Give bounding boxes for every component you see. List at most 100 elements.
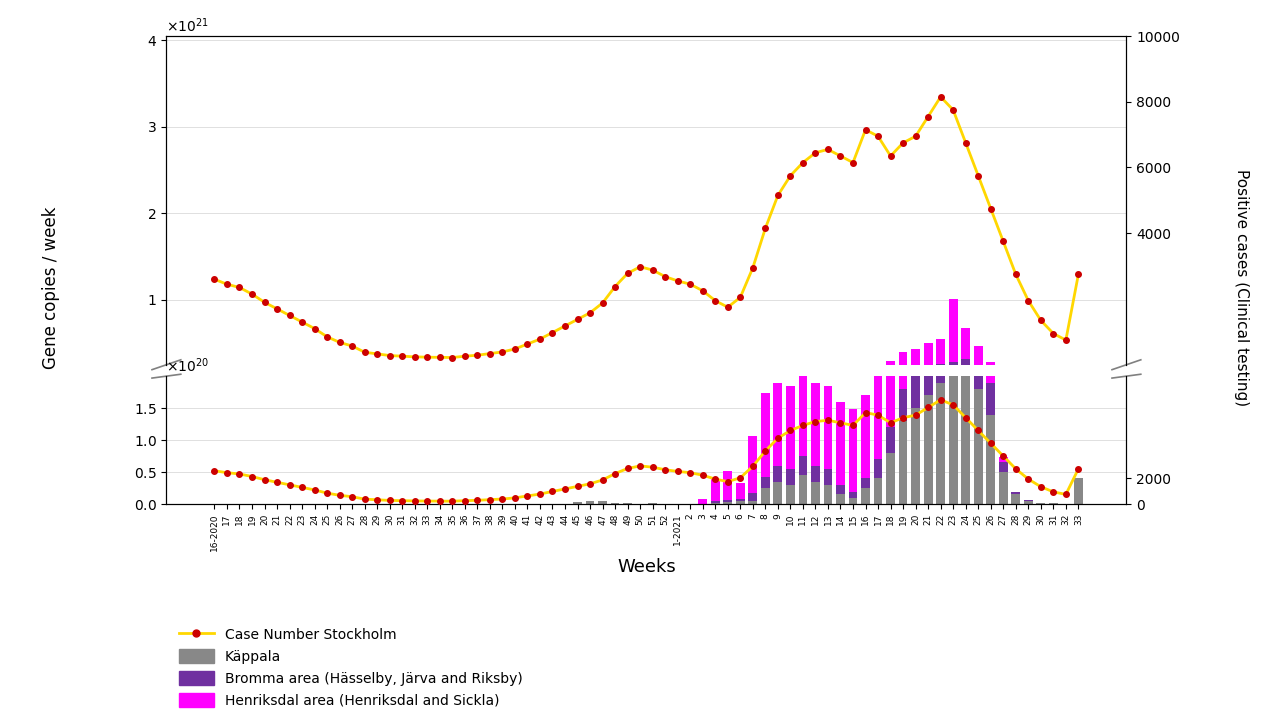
Bar — [899, 421, 908, 504]
Bar — [998, 462, 1007, 472]
Bar — [998, 382, 1007, 387]
Bar — [948, 322, 957, 370]
Bar — [924, 181, 933, 354]
Bar — [849, 492, 858, 498]
Bar — [936, 153, 945, 338]
Bar — [786, 485, 795, 504]
Bar — [749, 377, 758, 385]
Bar — [773, 381, 782, 383]
Bar — [762, 384, 769, 387]
Bar — [799, 369, 808, 380]
Bar — [911, 370, 920, 408]
Bar — [886, 379, 895, 387]
Bar — [598, 501, 607, 504]
Bar — [861, 395, 870, 478]
Bar — [849, 385, 858, 387]
Bar — [961, 69, 970, 300]
Bar — [911, 368, 920, 374]
Text: Gene copies / week: Gene copies / week — [42, 207, 60, 369]
Bar — [812, 370, 819, 381]
Bar — [762, 382, 769, 384]
Bar — [786, 370, 795, 382]
Bar — [874, 380, 882, 383]
Bar — [948, 300, 957, 361]
Bar — [987, 374, 995, 387]
Bar — [736, 384, 745, 386]
Bar — [936, 339, 945, 364]
Bar — [710, 479, 719, 501]
Bar — [987, 415, 995, 504]
Bar — [710, 501, 719, 503]
Bar — [924, 343, 933, 366]
Bar — [874, 383, 882, 387]
Bar — [974, 365, 983, 371]
Bar — [736, 501, 745, 504]
Bar — [736, 499, 745, 501]
Bar — [823, 370, 832, 382]
Bar — [998, 457, 1007, 462]
Bar — [899, 248, 908, 389]
Bar — [786, 384, 795, 387]
Bar — [812, 482, 819, 504]
Bar — [874, 369, 882, 380]
Bar — [723, 382, 732, 386]
Bar — [924, 354, 933, 395]
Text: Positive cases (Clinical testing): Positive cases (Clinical testing) — [1234, 169, 1249, 407]
Bar — [961, 366, 970, 387]
Bar — [1074, 478, 1083, 504]
Bar — [773, 466, 782, 482]
Bar — [861, 488, 870, 504]
Bar — [799, 380, 808, 382]
Bar — [961, 300, 970, 357]
Bar — [786, 382, 795, 384]
Bar — [911, 408, 920, 504]
Bar — [998, 472, 1007, 504]
Bar — [1024, 501, 1033, 504]
Bar — [987, 325, 995, 382]
Bar — [974, 389, 983, 504]
Bar — [886, 453, 895, 504]
Bar — [974, 204, 983, 344]
Bar — [773, 482, 782, 504]
Bar — [823, 386, 832, 469]
Bar — [861, 383, 870, 384]
Bar — [911, 229, 920, 370]
Bar — [762, 477, 769, 488]
Bar — [886, 319, 895, 427]
Bar — [812, 466, 819, 482]
Bar — [749, 501, 758, 504]
Bar — [861, 372, 870, 383]
Bar — [799, 373, 808, 456]
Bar — [948, 361, 957, 368]
Bar — [886, 376, 895, 379]
Bar — [849, 498, 858, 504]
Bar — [948, 368, 957, 387]
Bar — [936, 370, 945, 387]
Bar — [773, 370, 782, 381]
Bar — [974, 344, 983, 389]
Bar — [1011, 492, 1020, 495]
Bar — [911, 349, 920, 368]
Bar — [1037, 503, 1046, 504]
Bar — [936, 364, 945, 370]
Bar — [786, 386, 795, 469]
Bar — [961, 357, 970, 504]
Bar — [1024, 500, 1033, 501]
Bar — [799, 456, 808, 475]
Bar — [899, 371, 908, 375]
Bar — [886, 361, 895, 376]
Bar — [911, 374, 920, 387]
Bar — [974, 371, 983, 387]
Bar — [762, 372, 769, 382]
Bar — [948, 370, 957, 504]
Bar — [836, 485, 845, 495]
Bar — [573, 502, 582, 504]
Bar — [736, 483, 745, 499]
Bar — [924, 366, 933, 372]
Bar — [611, 503, 620, 504]
Bar — [849, 410, 858, 492]
Bar — [899, 389, 908, 421]
Bar — [987, 382, 995, 415]
Bar — [948, 0, 957, 322]
Bar — [899, 352, 908, 371]
